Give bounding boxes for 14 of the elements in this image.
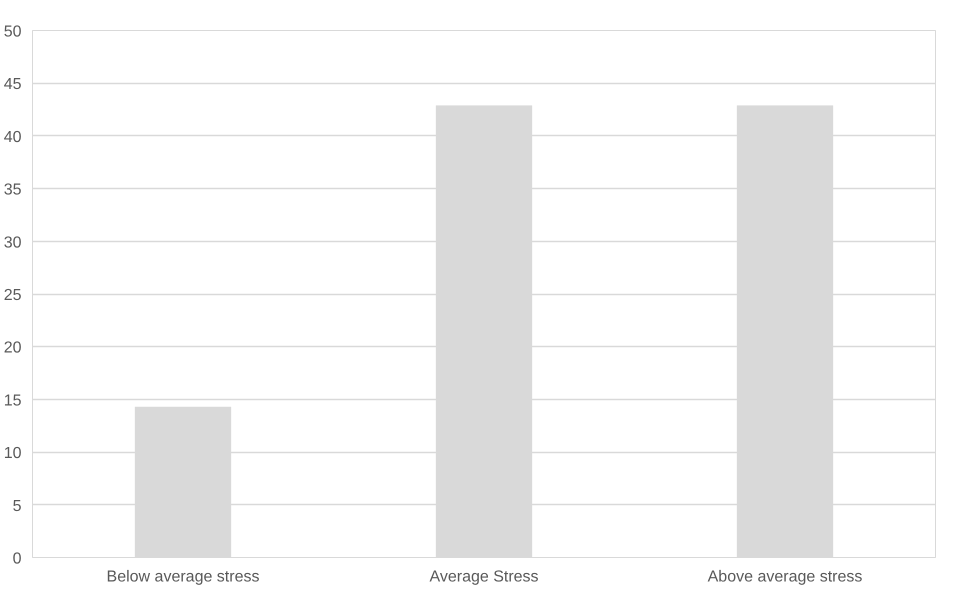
y-tick-label: 50 xyxy=(4,24,22,40)
y-tick-label: 20 xyxy=(4,340,22,357)
y-tick-label: 40 xyxy=(4,128,22,146)
y-tick-label: 45 xyxy=(4,76,22,94)
y-tick-label: 30 xyxy=(4,234,22,252)
y-tick-label: 25 xyxy=(4,287,22,304)
y-tick-label: 0 xyxy=(12,550,22,568)
y-tick-label: 10 xyxy=(4,445,22,462)
x-tick-label: Below average stress xyxy=(106,568,260,586)
x-tick-label: Above average stress xyxy=(708,568,862,586)
x-tick-label: Average Stress xyxy=(429,568,539,586)
y-tick-label: 5 xyxy=(12,498,22,515)
y-tick-label: 35 xyxy=(4,182,22,199)
y-tick-label: 15 xyxy=(4,392,22,410)
